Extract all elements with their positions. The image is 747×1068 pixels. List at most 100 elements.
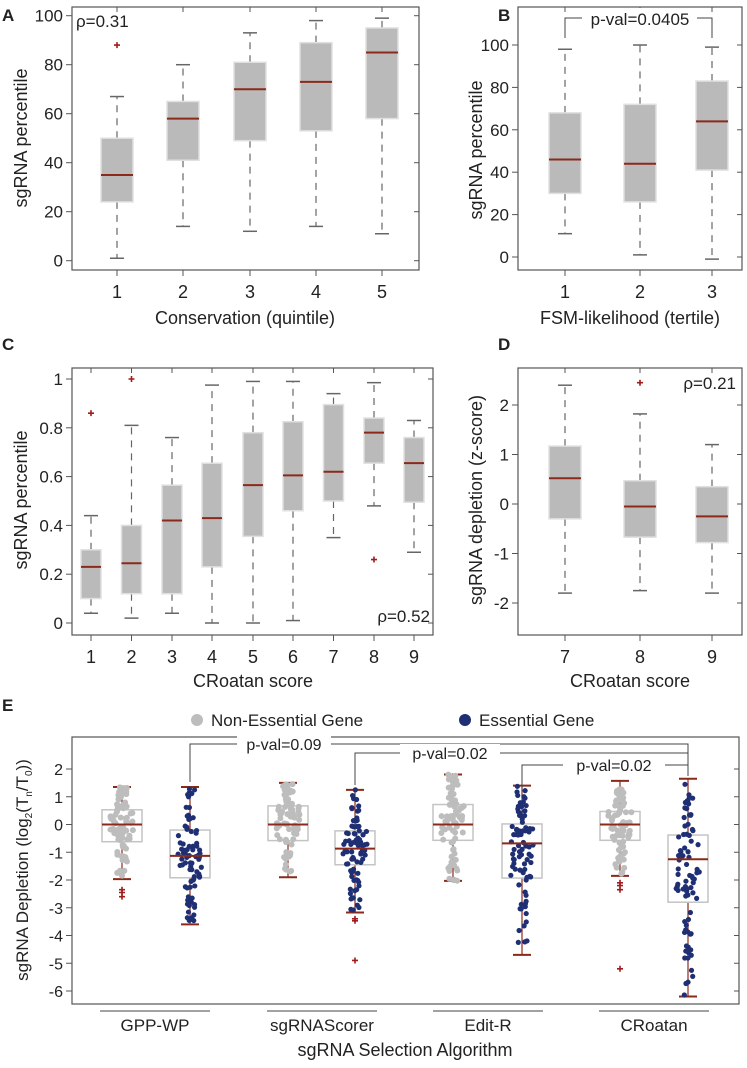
plot-frame [517, 367, 743, 636]
data-point [515, 843, 522, 849]
data-point [360, 832, 366, 838]
data-point [357, 897, 363, 903]
data-point [193, 827, 200, 834]
x-tick-label: 8 [635, 647, 645, 667]
data-point [683, 861, 690, 868]
data-point [524, 857, 530, 863]
data-point [451, 803, 458, 810]
y-tick-label: 1 [54, 370, 63, 389]
box-5 [365, 17, 399, 235]
box-2 [120, 376, 143, 619]
data-point [515, 806, 521, 812]
outlier-marker [371, 556, 377, 563]
data-point [626, 827, 633, 834]
data-point [621, 849, 628, 856]
data-point [443, 813, 450, 820]
x-tick-label: 7 [560, 647, 570, 667]
data-point [683, 943, 690, 949]
data-point [690, 880, 696, 886]
x-tick-label: 2 [178, 282, 188, 302]
y-tick-label: -4 [49, 929, 63, 946]
data-point [129, 827, 136, 834]
box-4 [201, 384, 223, 624]
y-tick-label: 80 [44, 56, 63, 75]
outlier-marker [617, 886, 623, 893]
data-point [517, 800, 523, 806]
data-point [690, 890, 696, 896]
data-point [681, 814, 687, 821]
data-point [187, 866, 193, 873]
group-label: CRoatan [620, 1016, 687, 1035]
data-point [282, 803, 289, 810]
data-point [519, 819, 525, 825]
data-point [620, 794, 627, 801]
data-point [679, 853, 685, 859]
y-tick-label: 100 [35, 7, 63, 26]
data-point [114, 869, 121, 876]
data-point [296, 816, 303, 823]
data-point [347, 886, 353, 892]
data-point [191, 787, 198, 793]
data-point [688, 952, 694, 958]
data-point [521, 923, 527, 929]
data-point [184, 847, 190, 853]
data-point [448, 796, 455, 803]
box-8 [363, 381, 385, 563]
data-point [123, 803, 130, 810]
data-point [618, 870, 625, 877]
outlier-marker [352, 957, 358, 964]
box-3 [233, 32, 267, 233]
y-tick-label: -1 [49, 845, 63, 862]
data-point [343, 838, 349, 844]
data-point [516, 882, 522, 888]
data-point [349, 823, 355, 829]
box-croatan-essential [667, 777, 709, 998]
data-point [282, 861, 289, 868]
data-point [281, 786, 288, 793]
data-point [523, 910, 529, 917]
box-4 [299, 19, 333, 228]
data-point [129, 818, 136, 825]
data-point [283, 839, 290, 846]
box-9 [695, 443, 729, 594]
data-point [683, 893, 689, 899]
data-point [347, 890, 354, 897]
y-tick-label: 0 [500, 248, 509, 267]
data-point [516, 927, 522, 934]
data-point [688, 884, 694, 891]
data-point [356, 803, 362, 809]
panel-letter: C [2, 335, 14, 354]
box-2 [166, 63, 200, 228]
data-point [619, 802, 626, 809]
data-point [688, 947, 694, 953]
data-point [450, 781, 457, 788]
data-point [110, 825, 117, 832]
data-point [608, 817, 615, 824]
group-label: sgRNAScorer [270, 1016, 374, 1035]
x-tick-label: 5 [377, 282, 387, 302]
data-point [523, 919, 529, 925]
x-tick-label: 2 [126, 647, 136, 667]
data-point [609, 833, 616, 840]
panel-letter: E [2, 696, 13, 715]
data-point [519, 846, 525, 852]
outlier-marker [88, 410, 94, 417]
data-point [442, 818, 449, 825]
data-point [515, 792, 521, 799]
data-point [349, 792, 356, 799]
x-tick-label: 3 [707, 282, 717, 302]
data-point [677, 848, 684, 854]
box [80, 549, 102, 600]
data-point [350, 818, 357, 824]
box-1 [100, 42, 134, 259]
correlation-annotation: ρ=0.31 [76, 12, 129, 31]
y-axis-label: sgRNA percentile [466, 80, 486, 219]
data-point [120, 842, 127, 849]
bracket-label-bg [237, 735, 331, 753]
y-tick-label: 0.4 [39, 516, 63, 535]
data-point [129, 810, 136, 817]
legend: Non-Essential Gene Essential Gene [191, 711, 594, 730]
y-tick-label: 0.2 [39, 565, 63, 584]
y-tick-label: -3 [49, 901, 63, 918]
data-point [674, 883, 680, 890]
